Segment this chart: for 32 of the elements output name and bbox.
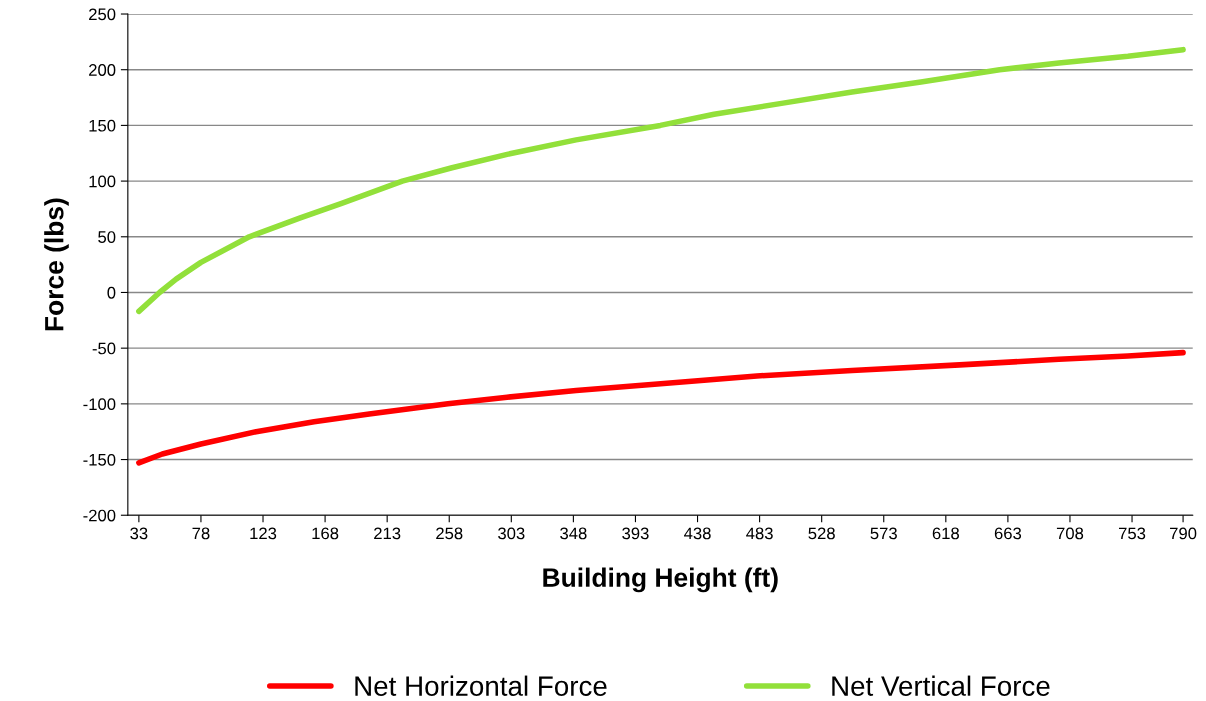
y-tick-label: -150 [83, 453, 116, 466]
legend-label: Net Vertical Force [832, 675, 1050, 696]
x-tick-label: 78 [192, 527, 210, 540]
x-tick-label: 618 [932, 527, 959, 540]
y-tick-label: 100 [89, 175, 116, 188]
x-tick-label: 483 [746, 527, 773, 540]
x-tick-label: 573 [870, 527, 897, 540]
x-tick-label: 708 [1056, 527, 1084, 540]
y-tick-label: -200 [83, 509, 116, 522]
y-tick-label: 250 [89, 8, 116, 21]
x-tick-label: 258 [436, 527, 463, 540]
x-tick-label: 213 [374, 527, 401, 540]
y-tick-label: 150 [89, 119, 116, 132]
x-tick-label: 33 [130, 527, 148, 540]
y-tick-label: 200 [89, 64, 116, 76]
x-tick-label: 303 [498, 527, 525, 540]
x-tick-label: 348 [560, 527, 587, 540]
x-tick-label: 663 [994, 527, 1022, 540]
x-tick-label: 168 [312, 527, 339, 540]
y-axis-title: Force (lbs) [44, 198, 69, 331]
y-tick-label: -100 [83, 398, 116, 411]
x-tick-label: 393 [622, 527, 649, 540]
x-tick-label: 753 [1118, 527, 1146, 540]
x-tick-label: 790 [1170, 527, 1197, 540]
y-tick-label: 0 [107, 286, 116, 299]
x-axis-title: Building Height (ft) [543, 567, 778, 593]
x-tick-label: 438 [684, 527, 711, 540]
x-tick-label: 528 [808, 527, 835, 540]
y-tick-label: -50 [92, 342, 116, 355]
x-tick-label: 123 [250, 527, 277, 540]
y-tick-label: 50 [98, 231, 116, 243]
legend-label: Net Horizontal Force [355, 675, 607, 696]
